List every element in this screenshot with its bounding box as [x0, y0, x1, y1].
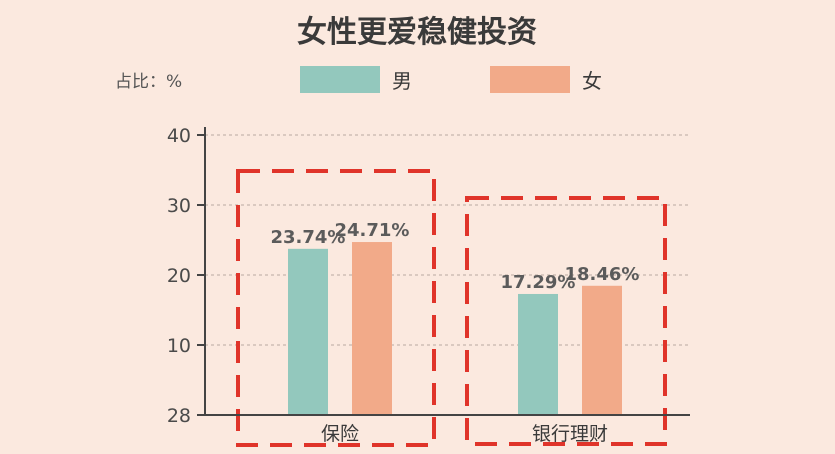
highlight-boxes — [236, 169, 667, 447]
highlight-box — [236, 169, 436, 447]
x-category-label: 银行理财 — [532, 423, 608, 445]
y-tick-label: 40 — [167, 125, 191, 147]
bar-female-1 — [582, 285, 622, 415]
value-label: 24.71% — [335, 220, 410, 241]
unit-label: 占比：% — [115, 72, 182, 92]
highlight-box — [465, 196, 667, 446]
x-category-label: 保险 — [321, 423, 359, 445]
y-tick-label: 10 — [167, 335, 191, 357]
legend-label-male: 男 — [392, 69, 412, 93]
value-label: 18.46% — [565, 264, 640, 285]
value-label: 23.74% — [271, 227, 346, 248]
legend-swatch-female — [490, 66, 570, 93]
bars — [288, 242, 622, 415]
bar-male-0 — [288, 248, 328, 415]
x-axis-categories: 保险 银行理财 — [321, 423, 608, 445]
legend: 男 女 — [300, 66, 602, 93]
value-labels: 23.74%24.71% 17.29%18.46% — [271, 220, 640, 293]
chart-title: 女性更爱稳健投资 — [297, 15, 537, 50]
legend-label-female: 女 — [582, 69, 602, 93]
legend-swatch-male — [300, 66, 380, 93]
y-axis-ticks: 28 10 20 30 40 — [167, 125, 205, 427]
bar-male-1 — [518, 293, 558, 415]
y-tick-label: 30 — [167, 195, 191, 217]
y-tick-label: 28 — [167, 405, 191, 427]
axes — [204, 127, 690, 416]
y-tick-label: 20 — [167, 265, 191, 287]
bar-female-0 — [352, 242, 392, 415]
value-label: 17.29% — [501, 272, 576, 293]
